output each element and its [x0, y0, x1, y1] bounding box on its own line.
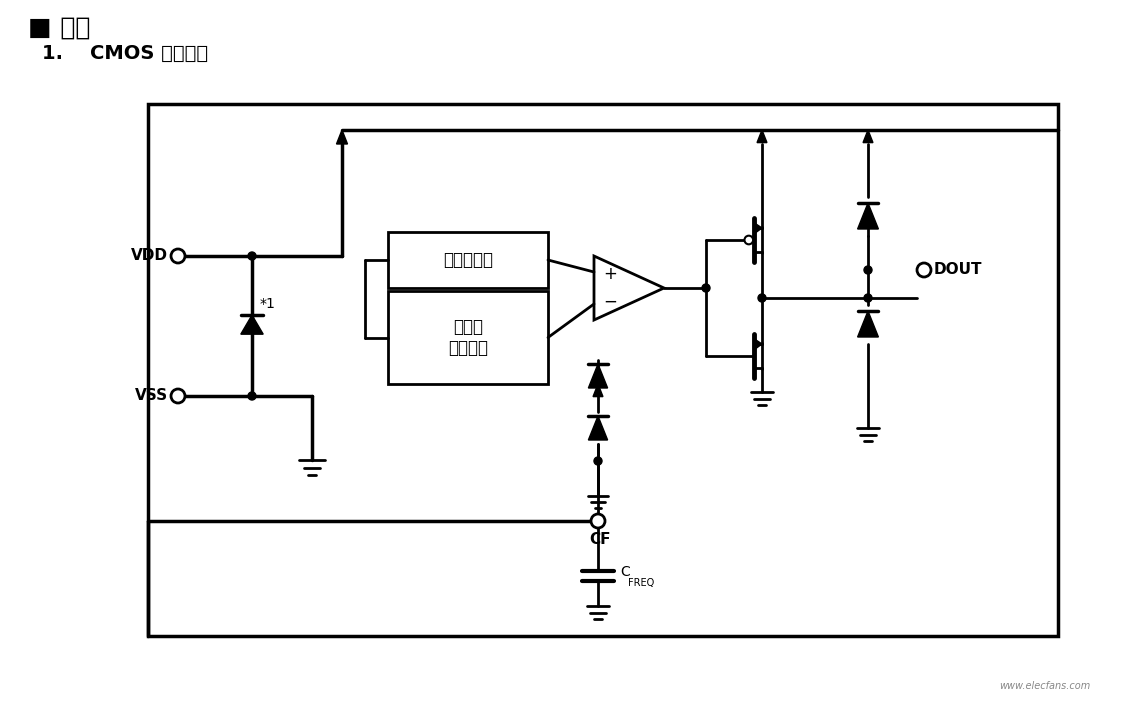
Polygon shape — [336, 130, 347, 144]
Circle shape — [744, 236, 753, 244]
Text: DOUT: DOUT — [934, 263, 982, 277]
Text: 温度传感器: 温度传感器 — [443, 251, 493, 269]
Polygon shape — [241, 315, 263, 334]
Polygon shape — [858, 311, 878, 337]
Polygon shape — [758, 130, 767, 143]
Text: *1: *1 — [260, 297, 275, 311]
Circle shape — [591, 514, 605, 528]
Text: CF: CF — [589, 532, 610, 547]
Circle shape — [593, 457, 602, 465]
Circle shape — [248, 392, 256, 400]
Circle shape — [917, 263, 931, 277]
Polygon shape — [858, 203, 878, 229]
Circle shape — [171, 389, 185, 403]
Text: 三角波
发生电路: 三角波 发生电路 — [448, 318, 488, 357]
Circle shape — [248, 252, 256, 260]
Bar — [388, 291, 549, 384]
Circle shape — [171, 249, 185, 263]
Text: www.elecfans.com: www.elecfans.com — [999, 681, 1090, 691]
Text: VSS: VSS — [135, 388, 167, 404]
Text: 1.    CMOS 输出产品: 1. CMOS 输出产品 — [42, 44, 208, 63]
Circle shape — [864, 266, 872, 274]
Polygon shape — [755, 339, 762, 349]
Polygon shape — [593, 256, 664, 320]
Text: +: + — [604, 265, 617, 283]
Text: FREQ: FREQ — [628, 578, 654, 588]
Circle shape — [702, 284, 710, 292]
Bar — [388, 232, 549, 288]
Circle shape — [758, 294, 765, 302]
Polygon shape — [755, 223, 762, 233]
Polygon shape — [593, 384, 602, 397]
Text: ■ 框图: ■ 框图 — [28, 16, 90, 40]
Polygon shape — [863, 130, 873, 143]
Circle shape — [864, 294, 872, 302]
Text: −: − — [604, 293, 617, 311]
Text: C: C — [620, 565, 629, 579]
Polygon shape — [588, 364, 608, 388]
Text: VDD: VDD — [132, 249, 167, 263]
Polygon shape — [588, 416, 608, 440]
Bar — [148, 104, 1058, 636]
